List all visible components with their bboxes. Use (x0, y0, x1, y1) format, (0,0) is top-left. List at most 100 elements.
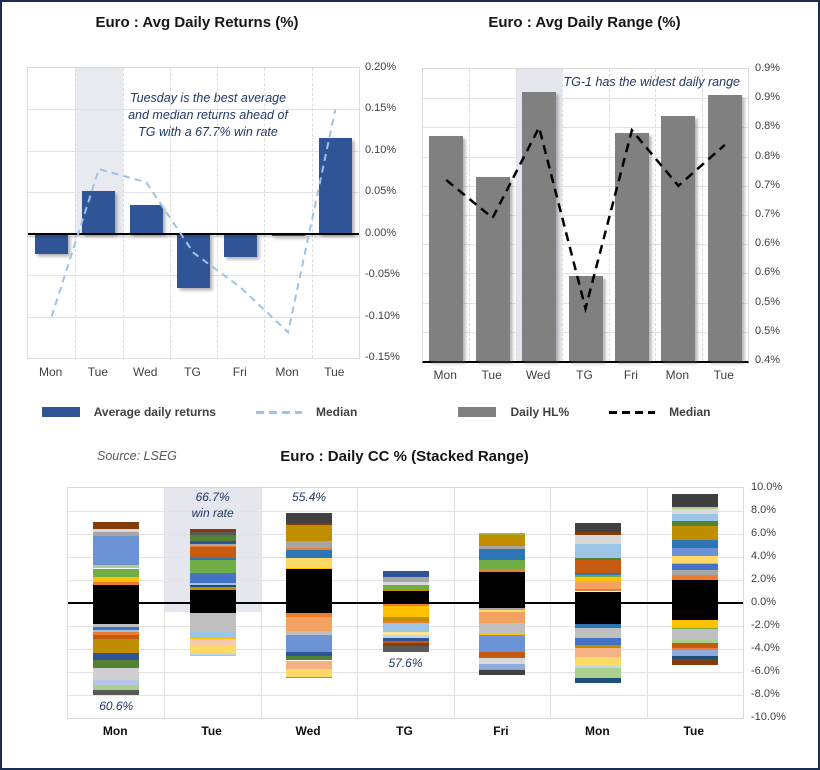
gridline-vertical (562, 69, 564, 361)
stack-segment-tue-up-12 (189, 532, 236, 536)
stack-segment-tue-up-7 (189, 547, 236, 559)
y-tick-label: 0.9% (755, 62, 781, 74)
stack-segment-tue-up-2 (189, 585, 236, 588)
range-median-legend-label: Median (669, 405, 711, 419)
gridline-vertical (515, 69, 517, 361)
stack-segment-fri-up-4 (478, 546, 525, 549)
stack-segment-wed-down-0 (286, 603, 333, 614)
stack-segment-tg-up-3 (382, 581, 429, 586)
y-tick-label: 0.7% (755, 208, 781, 220)
y-tick-label: 0.20% (365, 61, 397, 73)
stack-segment-tg-down-3 (382, 616, 429, 621)
stack-segment-tue-down-7 (189, 655, 236, 657)
bar-mon-0 (429, 136, 464, 361)
gridline-horizontal (28, 150, 359, 152)
stack-segment-wed-down-9 (286, 676, 333, 678)
y-tick-label: -2.0% (751, 619, 780, 631)
y-tick-label: 0.6% (755, 266, 781, 279)
stack-segment-fri-down-3 (478, 612, 525, 623)
stacked-plot-area: 66.7% win rate 55.4% 60.6% 57.6% (67, 487, 744, 719)
bar-mon-5 (661, 115, 696, 361)
stack-segment-tue-down-1 (671, 619, 718, 628)
stack-segment-fri-down-0 (478, 603, 525, 609)
stack-segment-mon-down-2 (93, 626, 140, 630)
stack-segment-mon-up-4 (575, 574, 622, 578)
category-label-tg-3: TG (184, 365, 201, 379)
stack-segment-fri-down-4 (478, 622, 525, 633)
stack-segment-mon-up-10 (575, 531, 622, 536)
range-y-axis: 0.9% 0.9% 0.8% 0.8% 0.7% 0.7% 0.6% 0.6% 0.5% 0.5%… (755, 62, 810, 366)
stack-segment-fri-up-5 (478, 535, 525, 547)
stack-segment-wed-down-5 (286, 651, 333, 656)
bar-fri-4 (224, 233, 258, 257)
category-label-mon-5: Mon (585, 724, 610, 738)
stack-segment-mon-down-6 (575, 657, 622, 666)
stack-segment-tue-up-0 (671, 580, 718, 603)
stack-segment-wed-up-1 (286, 567, 333, 570)
stack-segment-tue-up-11 (671, 508, 718, 515)
gridline-vertical (608, 69, 610, 361)
stack-segment-fri-down-6 (478, 635, 525, 652)
range-plot-area: TG-1 has the widest daily range (422, 68, 749, 363)
stack-segment-tue-up-13 (189, 529, 236, 533)
category-label-tue-6: Tue (713, 368, 734, 382)
stack-segment-tue-up-8 (671, 525, 718, 540)
stack-segment-mon-down-7 (93, 653, 140, 660)
gridline-horizontal (68, 695, 743, 696)
stack-segment-mon-down-11 (93, 685, 140, 691)
stack-segment-fri-down-7 (478, 651, 525, 653)
category-label-mon-0: Mon (102, 724, 128, 738)
stack-segment-tg-down-1 (382, 604, 429, 606)
stack-segment-tue-up-0 (189, 590, 236, 603)
stack-segment-fri-up-1 (478, 568, 525, 572)
range-median-swatch (609, 410, 656, 414)
category-label-mon-5: Mon (665, 368, 690, 382)
gridline-vertical (75, 68, 77, 358)
returns-x-axis: Mon Tue Wed TG Fri Mon Tue (27, 365, 358, 383)
stack-segment-tue-up-3 (189, 583, 236, 586)
stack-segment-mon-up-2 (93, 576, 140, 583)
stack-segment-fri-down-5 (478, 632, 525, 636)
stack-segment-tue-up-10 (189, 541, 236, 544)
stack-segment-mon-down-0 (575, 603, 622, 625)
daily-hl-swatch (458, 407, 497, 417)
stack-segment-mon-down-7 (575, 665, 622, 668)
stack-segment-mon-down-9 (93, 667, 140, 681)
stack-segment-tue-up-9 (671, 521, 718, 526)
stack-segment-wed-down-4 (286, 635, 333, 652)
gridline-horizontal (68, 557, 743, 558)
gridline-horizontal (423, 185, 748, 187)
category-label-tue-6: Tue (324, 365, 345, 379)
stack-segment-mon-up-8 (93, 521, 140, 529)
gridline-vertical (701, 69, 703, 361)
stack-segment-tue-up-1 (671, 575, 718, 580)
range-annotation: TG-1 has the widest daily range (563, 75, 740, 89)
y-tick-label: 8.0% (751, 504, 777, 516)
category-label-mon-5: Mon (275, 365, 299, 379)
stack-segment-fri-down-2 (478, 610, 525, 613)
stack-segment-mon-up-5 (575, 572, 622, 575)
stack-segment-fri-down-1 (478, 608, 525, 611)
gridline-horizontal (423, 273, 748, 275)
stack-segment-mon-down-3 (93, 630, 140, 633)
stacked-x-axis: Mon Tue Wed TG Fri Mon Tue (67, 724, 742, 742)
stack-segment-mon-down-10 (93, 680, 140, 686)
stack-segment-tue-down-4 (189, 639, 236, 646)
stack-segment-mon-up-5 (93, 535, 140, 566)
gridline-horizontal (68, 672, 743, 673)
stack-segment-tue-up-7 (671, 539, 718, 548)
stack-segment-mon-down-9 (575, 678, 622, 683)
gridline-vertical (122, 68, 124, 358)
stack-segment-wed-up-6 (286, 524, 333, 542)
stacked-chart-title: Euro : Daily CC % (Stacked Range) (280, 448, 529, 465)
y-tick-label: -0.10% (365, 309, 400, 322)
median-line (445, 123, 726, 314)
stack-segment-tue-down-0 (189, 603, 236, 613)
stack-segment-mon-up-1 (93, 582, 140, 586)
zero-axis-line (28, 232, 359, 235)
returns-legend: Average daily returns Median (27, 404, 372, 420)
stack-segment-wed-down-7 (286, 660, 333, 670)
stack-segment-fri-down-10 (478, 663, 525, 670)
stack-segment-tue-down-5 (189, 645, 236, 654)
